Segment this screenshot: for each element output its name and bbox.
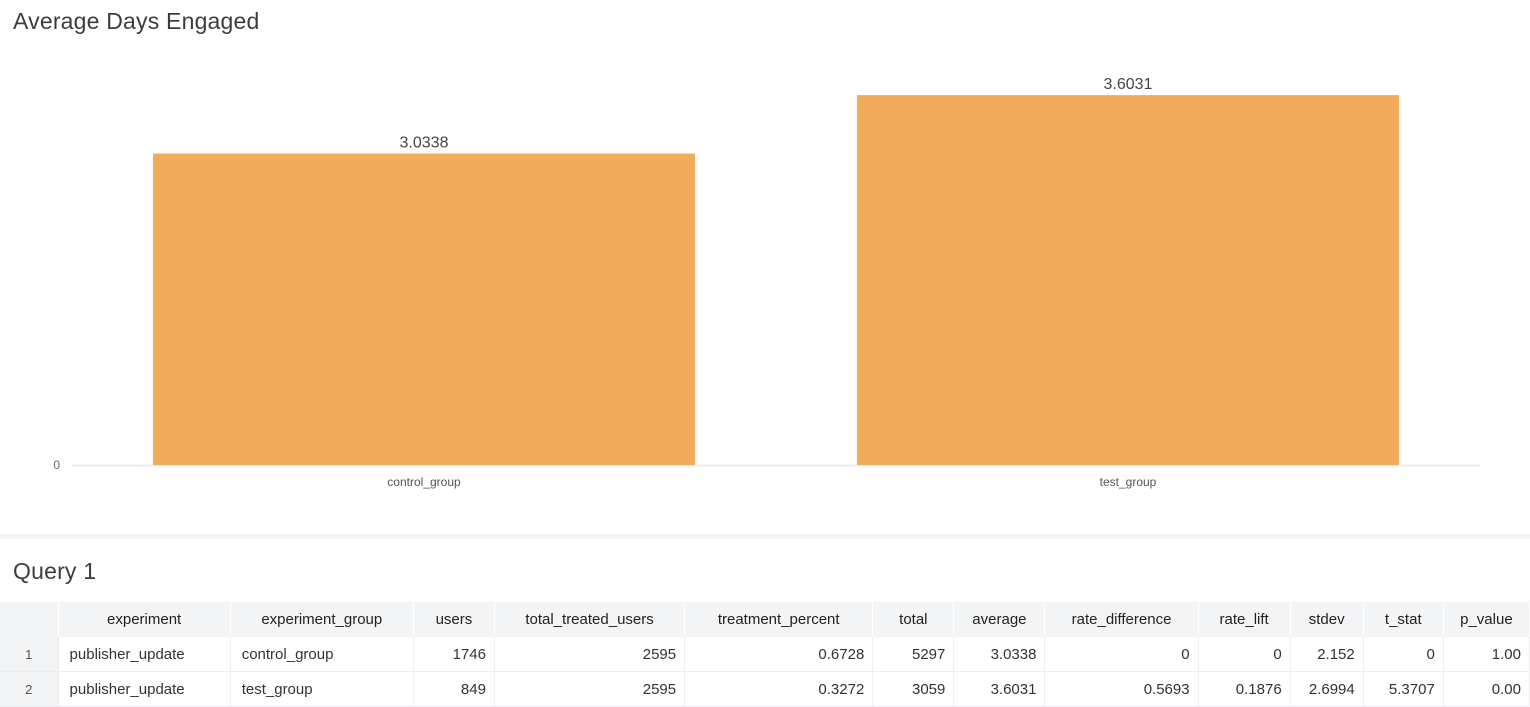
cell-t-stat: 5.3707: [1363, 671, 1444, 707]
header-index: [0, 602, 59, 637]
cell-total-treated-users: 2595: [494, 671, 686, 707]
x-tick-label: test_group: [1100, 475, 1157, 489]
cell-experiment: publisher_update: [58, 637, 231, 672]
y-tick-label: 0: [53, 458, 60, 472]
cell-total: 5297: [872, 637, 955, 672]
cell-treatment-percent: 0.6728: [684, 637, 874, 672]
results-table: experiment experiment_group users total_…: [0, 602, 1530, 707]
row-number: 1: [0, 637, 59, 672]
cell-average: 3.0338: [953, 637, 1046, 672]
cell-users: 849: [413, 671, 495, 707]
cell-stdev: 2.152: [1290, 637, 1364, 672]
cell-rate-lift: 0.1876: [1198, 671, 1291, 707]
header-stdev[interactable]: stdev: [1290, 602, 1364, 637]
data-label: 3.0338: [400, 135, 449, 152]
cell-p-value: 1.00: [1443, 637, 1530, 672]
header-rate-difference[interactable]: rate_difference: [1044, 602, 1199, 637]
header-rate-lift[interactable]: rate_lift: [1198, 602, 1291, 637]
cell-total-treated-users: 2595: [494, 637, 686, 672]
cell-stdev: 2.6994: [1290, 671, 1364, 707]
header-experiment[interactable]: experiment: [58, 602, 231, 637]
cell-p-value: 0.00: [1443, 671, 1530, 707]
header-total[interactable]: total: [872, 602, 955, 637]
header-users[interactable]: users: [413, 602, 495, 637]
cell-experiment: publisher_update: [58, 671, 231, 707]
header-p-value[interactable]: p_value: [1443, 602, 1530, 637]
query-title: Query 1: [13, 558, 97, 584]
header-experiment-group[interactable]: experiment_group: [230, 602, 414, 637]
cell-average: 3.6031: [953, 671, 1046, 707]
table-row: 2 publisher_update test_group 849 2595 0…: [0, 671, 1530, 707]
bar: [152, 153, 696, 465]
cell-treatment-percent: 0.3272: [684, 671, 874, 707]
table-header-row: experiment experiment_group users total_…: [0, 602, 1530, 637]
cell-rate-lift: 0: [1198, 637, 1291, 672]
header-total-treated-users[interactable]: total_treated_users: [494, 602, 686, 637]
cell-rate-difference: 0: [1044, 637, 1199, 672]
header-average[interactable]: average: [953, 602, 1046, 637]
chart-title: Average Days Engaged: [13, 8, 260, 34]
x-tick-label: control_group: [387, 475, 461, 489]
row-number: 2: [0, 671, 59, 707]
table-row: 1 publisher_update control_group 1746 25…: [0, 637, 1530, 672]
bar-chart: 0 3.0338 control_group 3.6031 test_group: [53, 76, 1480, 489]
header-treatment-percent[interactable]: treatment_percent: [684, 602, 874, 637]
cell-experiment-group: control_group: [230, 637, 414, 672]
cell-t-stat: 0: [1363, 637, 1444, 672]
bar: [856, 95, 1400, 465]
panel-divider: [0, 534, 1530, 539]
header-t-stat[interactable]: t_stat: [1363, 602, 1444, 637]
cell-rate-difference: 0.5693: [1044, 671, 1199, 707]
data-label: 3.6031: [1104, 76, 1153, 93]
cell-experiment-group: test_group: [230, 671, 414, 707]
cell-users: 1746: [413, 637, 495, 672]
cell-total: 3059: [872, 671, 955, 707]
